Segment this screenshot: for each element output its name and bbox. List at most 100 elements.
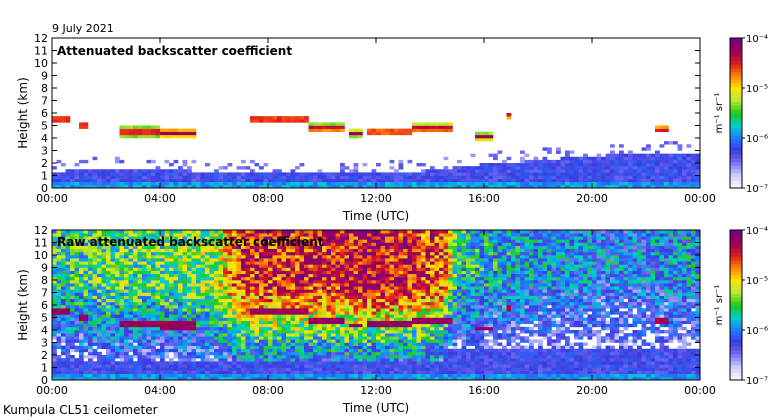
heatmap-cell bbox=[227, 292, 233, 296]
heatmap-cell bbox=[106, 330, 111, 334]
heatmap-cell bbox=[376, 314, 381, 318]
heatmap-cell bbox=[142, 181, 147, 186]
heatmap-cell bbox=[380, 326, 386, 331]
heatmap-cell bbox=[385, 336, 390, 340]
heatmap-cell bbox=[164, 169, 170, 173]
heatmap-cell bbox=[173, 305, 179, 309]
heatmap-cell bbox=[223, 367, 228, 371]
heatmap-cell bbox=[173, 134, 179, 139]
heatmap-cell bbox=[371, 289, 377, 293]
heatmap-cell bbox=[277, 320, 282, 325]
heatmap-cell bbox=[556, 178, 561, 183]
heatmap-cell bbox=[353, 270, 359, 275]
heatmap-cell bbox=[362, 311, 368, 315]
heatmap-cell bbox=[538, 184, 543, 189]
heatmap-cell bbox=[295, 286, 300, 290]
heatmap-cell bbox=[376, 320, 381, 325]
heatmap-cell bbox=[574, 159, 579, 164]
heatmap-cell bbox=[286, 251, 291, 256]
heatmap-cell bbox=[245, 166, 251, 170]
heatmap-cell bbox=[133, 345, 138, 350]
heatmap-cell bbox=[79, 351, 84, 356]
heatmap-cell bbox=[682, 169, 687, 173]
heatmap-cell bbox=[191, 178, 197, 183]
heatmap-cell bbox=[272, 355, 278, 359]
heatmap-cell bbox=[52, 289, 57, 293]
heatmap-cell bbox=[299, 178, 305, 183]
heatmap-cell bbox=[142, 134, 147, 139]
heatmap-cell bbox=[344, 317, 350, 321]
heatmap-cell bbox=[218, 236, 224, 240]
heatmap-cell bbox=[317, 245, 323, 250]
heatmap-cell bbox=[83, 178, 89, 183]
heatmap-cell bbox=[241, 286, 246, 290]
heatmap-cell bbox=[277, 172, 282, 176]
heatmap-cell bbox=[587, 184, 593, 189]
heatmap-cell bbox=[254, 233, 260, 237]
heatmap-cell bbox=[232, 255, 237, 259]
heatmap-cell bbox=[133, 314, 138, 318]
heatmap-cell bbox=[119, 276, 125, 281]
heatmap-cell bbox=[457, 184, 462, 189]
heatmap-cell bbox=[331, 336, 336, 340]
heatmap-cell bbox=[263, 292, 269, 296]
heatmap-cell bbox=[259, 339, 264, 343]
heatmap-cell bbox=[160, 292, 165, 296]
heatmap-cell bbox=[83, 245, 89, 250]
heatmap-cell bbox=[556, 169, 561, 173]
heatmap-cell bbox=[250, 370, 255, 375]
heatmap-cell bbox=[245, 326, 251, 331]
heatmap-cell bbox=[187, 348, 192, 353]
heatmap-cell bbox=[326, 248, 332, 253]
heatmap-cell bbox=[92, 361, 98, 365]
heatmap-cell bbox=[322, 342, 327, 346]
heatmap-cell bbox=[65, 119, 71, 123]
heatmap-cell bbox=[160, 376, 165, 381]
heatmap-cell bbox=[173, 342, 179, 346]
heatmap-cell bbox=[484, 175, 489, 179]
heatmap-cell bbox=[119, 251, 125, 256]
heatmap-cell bbox=[83, 251, 89, 256]
heatmap-cell bbox=[241, 251, 246, 256]
heatmap-cell bbox=[659, 144, 665, 148]
heatmap-cell bbox=[218, 267, 224, 271]
heatmap-cell bbox=[358, 289, 363, 293]
heatmap-cell bbox=[106, 261, 111, 265]
heatmap-cell bbox=[308, 286, 314, 290]
heatmap-cell bbox=[511, 178, 516, 183]
heatmap-cell bbox=[511, 184, 516, 189]
heatmap-cell bbox=[70, 370, 75, 375]
heatmap-cell bbox=[79, 370, 84, 375]
heatmap-cell bbox=[110, 169, 116, 173]
heatmap-cell bbox=[101, 370, 107, 375]
heatmap-cell bbox=[448, 181, 453, 186]
heatmap-cell bbox=[254, 236, 260, 240]
heatmap-cell bbox=[317, 320, 323, 325]
heatmap-cell bbox=[353, 376, 359, 381]
heatmap-cell bbox=[74, 245, 80, 250]
heatmap-cell bbox=[182, 270, 188, 275]
heatmap-cell bbox=[331, 348, 336, 353]
heatmap-cell bbox=[272, 248, 278, 253]
heatmap-cell bbox=[79, 342, 84, 346]
heatmap-cell bbox=[596, 175, 602, 179]
heatmap-cell bbox=[79, 292, 84, 296]
heatmap-cell bbox=[110, 245, 116, 250]
heatmap-cell bbox=[376, 251, 381, 256]
heatmap-cell bbox=[353, 361, 359, 365]
heatmap-cell bbox=[128, 280, 134, 284]
heatmap-cell bbox=[601, 166, 606, 170]
heatmap-cell bbox=[367, 292, 372, 296]
heatmap-cell bbox=[151, 373, 156, 378]
heatmap-cell bbox=[367, 333, 372, 337]
heatmap-cell bbox=[196, 283, 201, 287]
heatmap-cell bbox=[178, 261, 183, 265]
heatmap-cell bbox=[106, 333, 111, 337]
heatmap-cell bbox=[304, 305, 309, 309]
heatmap-cell bbox=[385, 172, 390, 176]
heatmap-cell bbox=[335, 251, 341, 256]
heatmap-cell bbox=[133, 373, 138, 378]
heatmap-cell bbox=[56, 175, 62, 179]
heatmap-cell bbox=[556, 172, 561, 176]
heatmap-cell bbox=[515, 181, 521, 186]
